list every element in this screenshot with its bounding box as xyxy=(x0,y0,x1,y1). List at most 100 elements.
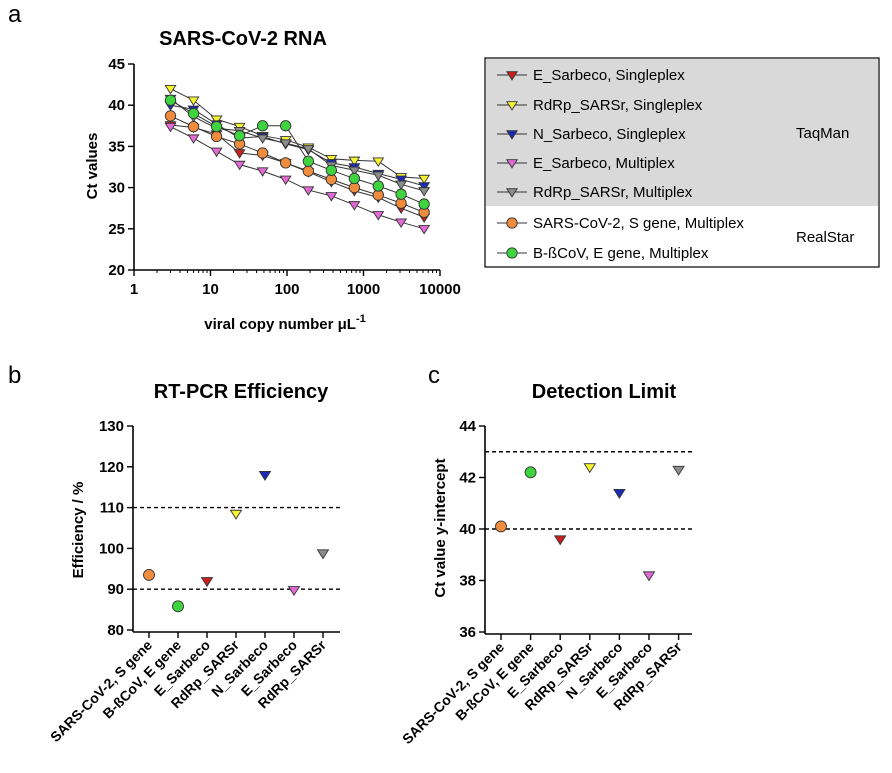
panel-a-data-point xyxy=(256,147,269,159)
panel-a-series-line xyxy=(170,99,425,205)
panel-a-legend: E_Sarbeco, Singleplex RdRp_SARSr, Singlep… xyxy=(484,57,880,268)
legend-marker xyxy=(505,130,519,140)
panel-a-series-line xyxy=(170,124,425,218)
panel-b-data-point xyxy=(258,471,272,481)
panel-a-data-point xyxy=(348,172,361,185)
panel-c-data-point xyxy=(613,489,626,499)
panel-a-series-1 xyxy=(164,84,431,185)
legend-entry: RdRp_SARSr, Multiplex xyxy=(497,184,693,201)
panel-a-series-3 xyxy=(164,122,431,235)
panel-a-x-tick-label: 1 xyxy=(130,281,138,298)
panel-c-y-tick-label: 44 xyxy=(459,418,476,435)
panel-a-data-point xyxy=(418,174,431,185)
panel-a-data-point xyxy=(395,180,408,191)
panel-a-y-tick-label: 20 xyxy=(108,262,125,279)
panel-b-y-tick-label: 130 xyxy=(99,418,124,435)
panel-a-x-tick-label: 100 xyxy=(274,281,299,298)
legend-marker xyxy=(506,247,518,259)
panel-a-y-axis-label: Ct values xyxy=(84,133,101,200)
panel-a-data-point xyxy=(302,145,315,155)
panel-a-x-tick-label: 10000 xyxy=(419,281,461,298)
panel-a-data-point xyxy=(187,96,200,107)
panel-b-data-point xyxy=(143,568,155,581)
panel-a-data-point xyxy=(325,192,338,202)
panel-b-y-tick-label: 90 xyxy=(107,581,124,598)
legend-label: N_Sarbeco, Singleplex xyxy=(533,126,686,143)
panel-a-data-point xyxy=(164,110,177,122)
panel-a-axes: 20 25 30 35 40 45 1 10 100 1000 10000 xyxy=(108,56,461,298)
panel-a-data-point xyxy=(395,175,408,186)
panel-c-data-point xyxy=(553,535,567,546)
panel-b-y-tick-label: 100 xyxy=(99,540,124,557)
panel-b-data-point xyxy=(229,509,243,520)
panel-b-data-point xyxy=(287,586,301,597)
legend-label: RdRp_SARSr, Multiplex xyxy=(533,184,693,201)
panel-c-y-tick-label: 36 xyxy=(459,624,476,641)
panel-c-data-point xyxy=(672,465,685,476)
panel-a-data-point xyxy=(372,157,385,167)
panel-a-series-4 xyxy=(164,94,431,197)
panel-a-data-point xyxy=(302,165,314,177)
panel-b-y-axis-label: Efficiency / % xyxy=(70,482,87,579)
legend-label: E_Sarbeco, Singleplex xyxy=(533,67,685,84)
panel-a-series-0 xyxy=(164,121,431,224)
panel-a-data-point xyxy=(372,211,385,221)
panel-a-data-point xyxy=(418,225,431,235)
panel-b-y-tick-label: 80 xyxy=(107,622,124,639)
legend-marker xyxy=(505,71,519,81)
panel-a-data-point xyxy=(372,180,384,192)
panel-a-data-point xyxy=(372,171,385,181)
panel-a-x-tick-label: 1000 xyxy=(347,281,380,298)
legend-items: E_Sarbeco, Singleplex RdRp_SARSr, Singlep… xyxy=(497,67,744,262)
panel-a-data-point xyxy=(233,149,246,159)
legend-entry: RdRp_SARSr, Singleplex xyxy=(497,97,703,114)
panel-a-data-point xyxy=(210,115,223,125)
legend-marker xyxy=(506,217,518,229)
panel-a-y-tick-label: 35 xyxy=(108,138,125,155)
panel-letter-a: a xyxy=(8,1,22,28)
panel-c-data-point xyxy=(583,463,597,474)
legend-group-taqman-label: TaqMan xyxy=(796,125,849,142)
panel-a-line-chart: SARS-CoV-2 RNA Ct values viral copy numb… xyxy=(84,28,461,333)
panel-c-data-point xyxy=(495,520,507,533)
panel-b-title: RT-PCR Efficiency xyxy=(154,381,329,403)
panel-a-data-point xyxy=(279,120,292,132)
panel-a-data-point xyxy=(164,84,177,95)
panel-a-data-point xyxy=(233,130,246,142)
panel-a-data-point xyxy=(187,134,200,144)
panel-a-data-point xyxy=(348,201,361,211)
panel-a-series-line xyxy=(170,88,425,180)
panel-a-data-point xyxy=(187,120,200,133)
panel-a-data-point xyxy=(418,187,431,197)
panel-a-data-point xyxy=(210,120,223,133)
panel-a-data-point xyxy=(279,139,292,149)
panel-a-data-point xyxy=(279,175,292,186)
panel-a-data-point xyxy=(395,218,408,228)
panel-a-data-point xyxy=(210,147,223,158)
panel-a-data-point xyxy=(348,166,361,177)
legend-marker xyxy=(505,101,519,111)
panel-a-data-point xyxy=(302,155,314,167)
panel-a-data-point xyxy=(256,167,269,177)
panel-a-x-axis-label-text: viral copy number μL xyxy=(204,316,356,333)
panel-b-data-point xyxy=(200,577,214,588)
legend-entry: B-ßCoV, E gene, Multiplex xyxy=(497,245,709,262)
legend-entry: SARS-CoV-2, S gene, Multiplex xyxy=(497,215,744,232)
panel-a-data-point xyxy=(325,164,338,176)
panel-a-data-point xyxy=(418,182,431,192)
panel-a-x-axis-label: viral copy number μL-1 xyxy=(204,313,366,333)
panel-a-data-point xyxy=(279,157,292,169)
legend-entry: E_Sarbeco, Singleplex xyxy=(497,67,685,84)
panel-c-y-axis-label: Ct value y-intercept xyxy=(432,458,449,597)
panel-a-data-point xyxy=(256,134,269,144)
panel-letter-b: b xyxy=(8,362,21,389)
panel-b-data-point xyxy=(172,600,184,613)
panel-a-y-tick-label: 25 xyxy=(108,221,125,238)
panel-a-x-tick-label: 10 xyxy=(202,281,219,298)
panel-a-data-point xyxy=(418,198,430,210)
panel-a-series-layer xyxy=(164,84,431,235)
legend-entry: E_Sarbeco, Multiplex xyxy=(497,155,675,172)
panel-a-series-6 xyxy=(164,94,430,210)
panel-a-data-point xyxy=(302,186,315,196)
